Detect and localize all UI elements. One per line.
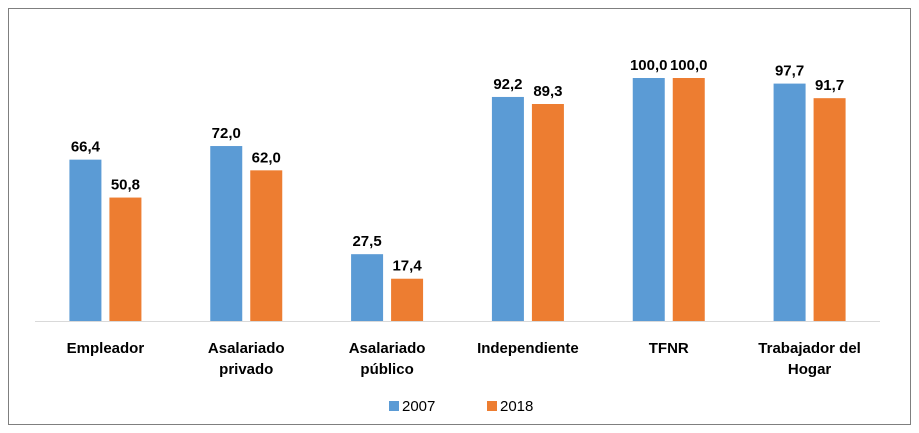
data-label: 92,2 bbox=[493, 76, 522, 93]
bar bbox=[632, 78, 665, 321]
data-label: 100,0 bbox=[630, 57, 668, 74]
bar bbox=[69, 159, 102, 321]
x-tick-label: Trabajador del Hogar bbox=[758, 340, 861, 378]
data-label: 89,3 bbox=[533, 83, 562, 100]
bar bbox=[250, 170, 283, 321]
bar bbox=[391, 278, 424, 321]
legend-label: 2018 bbox=[500, 398, 533, 415]
x-tick-label: Empleador bbox=[66, 340, 145, 357]
bar bbox=[531, 104, 564, 321]
data-label: 72,0 bbox=[212, 125, 241, 142]
data-label: 91,7 bbox=[815, 77, 844, 94]
bar bbox=[109, 197, 142, 321]
bar bbox=[210, 146, 243, 321]
frame bbox=[8, 8, 911, 425]
bar bbox=[813, 98, 846, 321]
bar bbox=[672, 78, 705, 321]
bar bbox=[351, 254, 384, 321]
x-tick-label: Asalariado público bbox=[348, 340, 426, 378]
legend-label: 2007 bbox=[402, 398, 435, 415]
x-tick-label: Asalariado privado bbox=[207, 340, 285, 378]
data-label: 100,0 bbox=[670, 57, 708, 74]
data-label: 17,4 bbox=[392, 258, 422, 275]
bar bbox=[773, 83, 806, 322]
legend-swatch bbox=[389, 401, 399, 411]
data-label: 27,5 bbox=[352, 233, 381, 250]
bar bbox=[491, 96, 524, 321]
data-label: 66,4 bbox=[71, 139, 101, 156]
x-tick-label: Independiente bbox=[477, 340, 579, 357]
legend-swatch bbox=[487, 401, 497, 411]
data-label: 62,0 bbox=[252, 149, 281, 166]
data-label: 50,8 bbox=[111, 177, 140, 194]
x-tick-label: TFNR bbox=[648, 340, 689, 357]
data-label: 97,7 bbox=[775, 63, 804, 80]
